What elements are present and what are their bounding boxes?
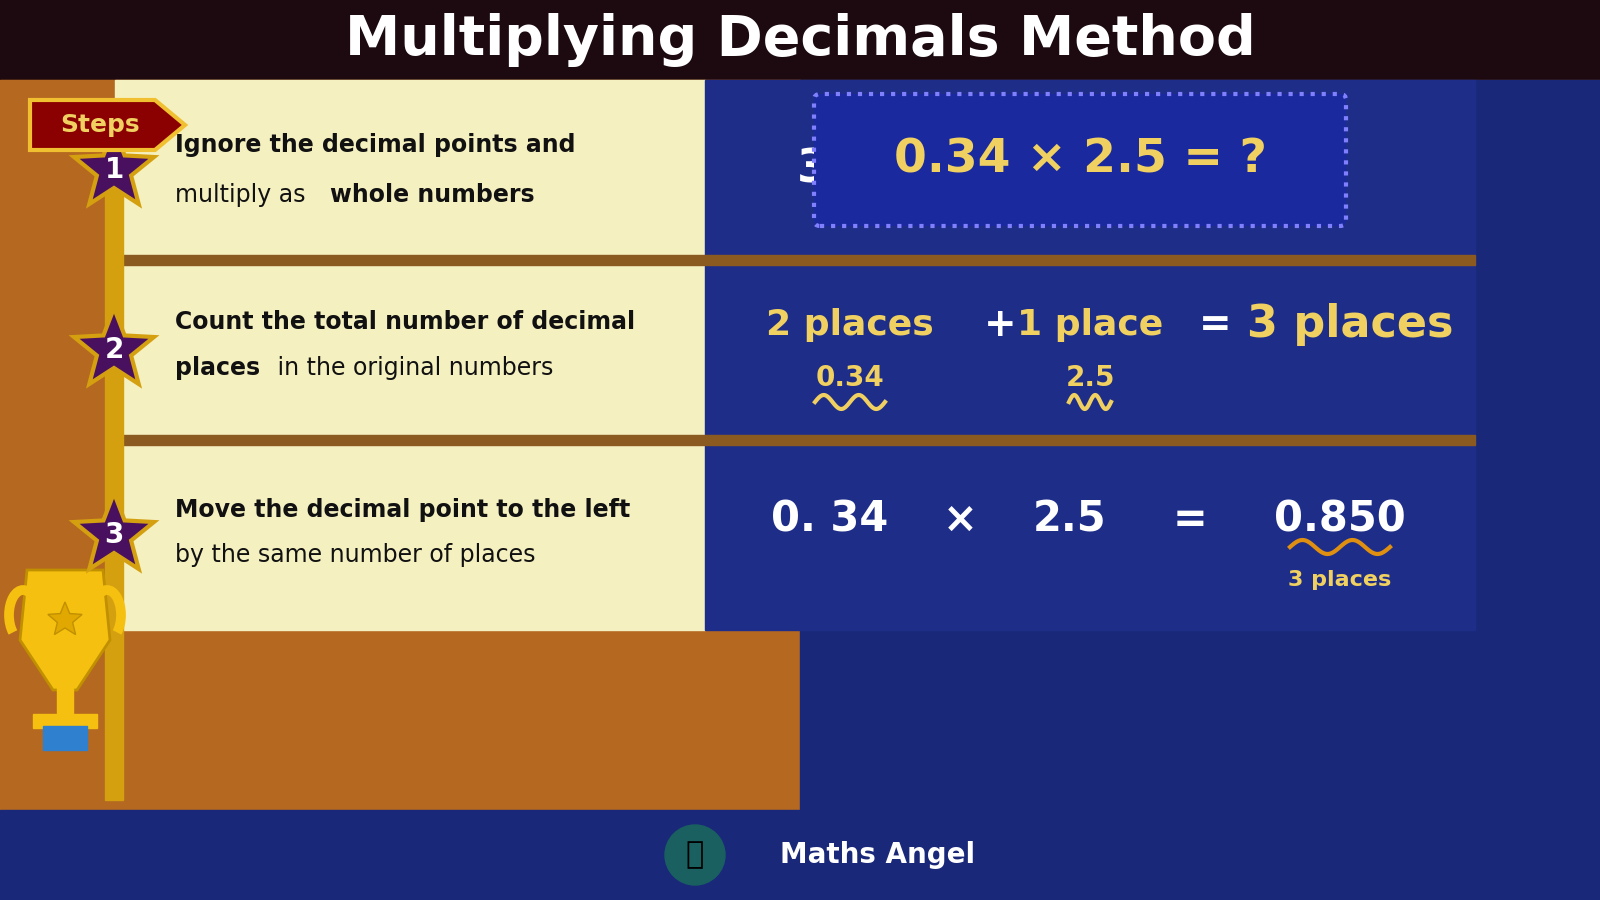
Text: 1 place: 1 place <box>1018 308 1163 342</box>
Polygon shape <box>74 493 154 569</box>
Text: Steps: Steps <box>61 113 139 137</box>
Text: places: places <box>174 356 261 380</box>
Bar <box>706 260 1475 440</box>
Text: =: = <box>1173 499 1208 541</box>
FancyBboxPatch shape <box>814 94 1346 226</box>
Text: 0.850: 0.850 <box>1274 499 1406 541</box>
Text: multiply as: multiply as <box>174 183 314 207</box>
Bar <box>0 80 800 810</box>
Bar <box>0 80 1600 810</box>
Text: 25: 25 <box>1027 148 1093 193</box>
Text: 2.5: 2.5 <box>1066 364 1115 392</box>
Text: 0. 34: 0. 34 <box>771 499 888 541</box>
Text: +: + <box>984 306 1016 344</box>
Text: Count the total number of decimal: Count the total number of decimal <box>174 310 635 334</box>
Polygon shape <box>19 570 110 690</box>
Bar <box>115 260 706 440</box>
Text: ×: × <box>941 148 979 193</box>
Text: 🦊: 🦊 <box>686 841 704 869</box>
Bar <box>115 255 1475 265</box>
Text: 3 places: 3 places <box>1246 303 1453 346</box>
Bar <box>34 714 98 728</box>
Text: 1: 1 <box>104 156 123 184</box>
Text: Ignore the decimal points and: Ignore the decimal points and <box>174 133 576 157</box>
Text: 34: 34 <box>797 148 862 193</box>
Text: in the original numbers: in the original numbers <box>270 356 554 380</box>
Polygon shape <box>30 100 186 150</box>
Bar <box>58 687 74 715</box>
Text: by the same number of places: by the same number of places <box>174 543 536 567</box>
Bar <box>106 120 123 800</box>
Polygon shape <box>200 80 600 600</box>
Bar <box>706 440 1475 630</box>
Text: Maths Angel: Maths Angel <box>781 841 974 869</box>
Text: ×: × <box>942 499 978 541</box>
Text: 3 places: 3 places <box>1288 570 1392 590</box>
Text: Multiplying Decimals Method: Multiplying Decimals Method <box>344 13 1256 67</box>
Bar <box>800 80 1600 810</box>
Bar <box>115 435 1475 445</box>
Circle shape <box>666 825 725 885</box>
Text: 0.34 × 2.5 = ?: 0.34 × 2.5 = ? <box>893 138 1267 183</box>
Bar <box>0 0 1600 90</box>
Text: 2 places: 2 places <box>766 308 934 342</box>
Polygon shape <box>48 602 82 634</box>
Bar <box>43 726 86 750</box>
Bar <box>706 80 1475 260</box>
Text: =: = <box>1198 306 1232 344</box>
Bar <box>115 80 706 260</box>
Text: =: = <box>1160 148 1200 193</box>
Text: 2: 2 <box>104 336 123 364</box>
Bar <box>0 810 1600 900</box>
Polygon shape <box>74 308 154 384</box>
Text: whole numbers: whole numbers <box>330 183 534 207</box>
Text: 0.34: 0.34 <box>816 364 885 392</box>
Bar <box>115 440 706 630</box>
Text: Move the decimal point to the left: Move the decimal point to the left <box>174 498 630 522</box>
Text: 3: 3 <box>104 521 123 549</box>
Polygon shape <box>74 128 154 204</box>
Text: 2.5: 2.5 <box>1034 499 1107 541</box>
Text: 850: 850 <box>1240 148 1339 193</box>
